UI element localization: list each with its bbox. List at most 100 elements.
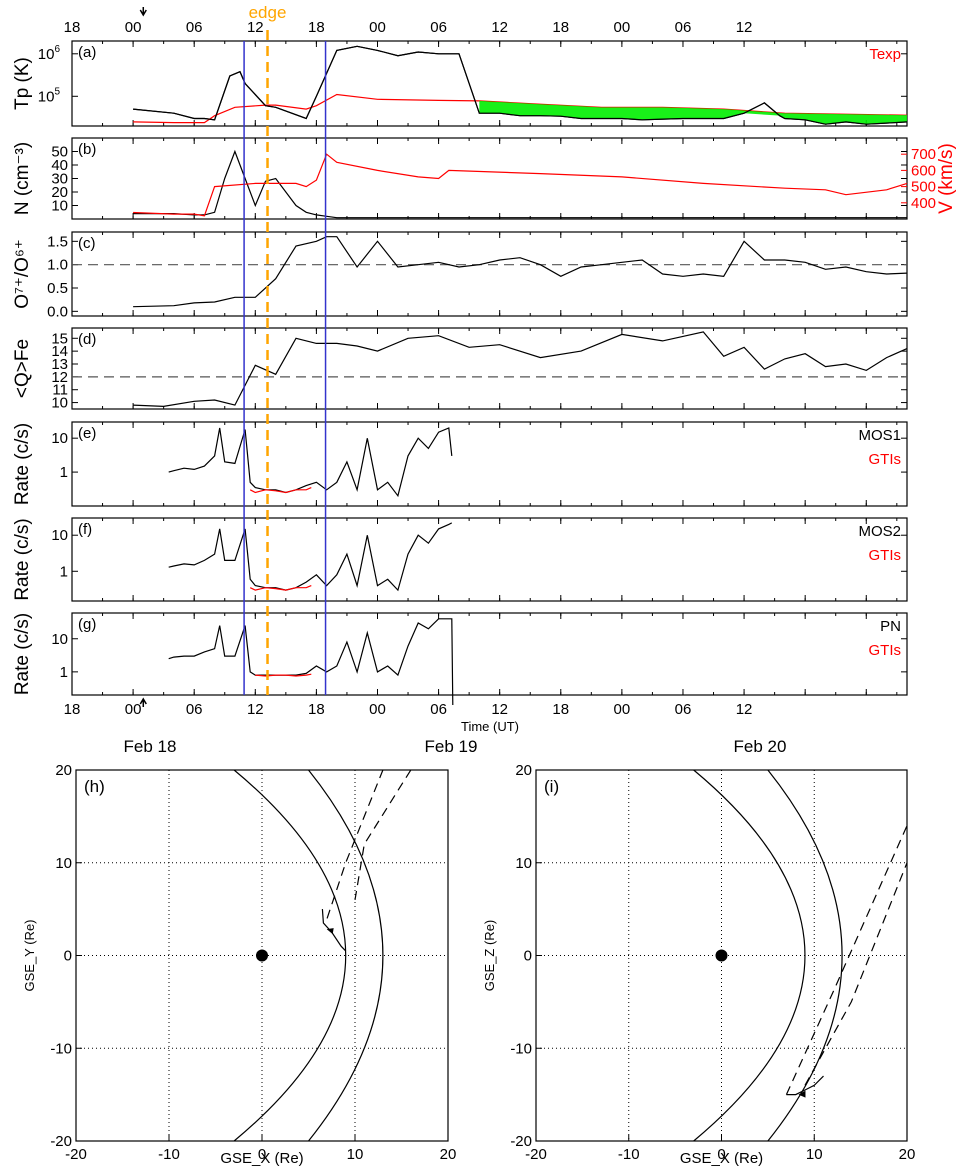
y-tick-label: 1	[60, 464, 68, 481]
series-line-GTIs	[249, 487, 312, 494]
series-line-MOS2	[168, 522, 453, 592]
y-tick-label: 10	[515, 855, 532, 872]
orbit-arrow-icon	[798, 1090, 806, 1098]
bottom-tick-label: 12	[491, 701, 508, 718]
panel-frame	[71, 40, 908, 127]
y-tick-label: 0.0	[47, 303, 68, 320]
x-tick-label: -10	[618, 1146, 640, 1163]
bottom-tick-label: 06	[675, 701, 692, 718]
panel-e: 10 1 (e) Rate (c/s) MOS1 GTIs	[12, 421, 908, 507]
x-tick-label: 20	[899, 1146, 916, 1163]
y-right-tick-label: 700	[911, 146, 936, 163]
legend-entry: MOS2	[858, 523, 901, 540]
y-tick-label: 106	[38, 44, 61, 63]
earth-dot	[256, 949, 268, 962]
y-tick-label: 1	[60, 563, 68, 580]
panel-h: -20 -10 0 10 20 -20 -10 0 10 20 (h) GSE_X (Re) GSE_Y…	[22, 762, 456, 1167]
panel-frame	[71, 137, 908, 220]
x-tick-label: 0	[717, 1146, 725, 1163]
y-tick-label: -10	[510, 1040, 532, 1057]
orbit-dashed-line	[785, 825, 908, 1095]
panel-label: (f)	[78, 521, 92, 538]
y-axis-label: Rate (c/s)	[12, 518, 33, 600]
x-tick-label: -20	[65, 1146, 87, 1163]
y-tick-label: 1.0	[47, 257, 68, 274]
y-right-tick-label: 500	[911, 179, 936, 196]
y-tick-label: 20	[51, 184, 68, 201]
orbit-dashed-line	[354, 769, 412, 900]
series-line-GTIs	[249, 585, 312, 591]
panel-label: (g)	[78, 616, 96, 633]
series-line-0	[133, 236, 908, 308]
top-tick-label: 18	[308, 19, 325, 36]
top-tick-label: 12	[247, 19, 264, 36]
top-tick-label: 00	[125, 19, 142, 36]
x-axis-label: GSE_X (Re)	[680, 1150, 763, 1167]
earth-dot	[715, 949, 728, 962]
y-tick-label: 14	[51, 343, 68, 360]
series-line-0	[133, 331, 908, 408]
legend-entry: PN	[880, 618, 901, 635]
bottom-tick-label: 00	[125, 701, 142, 718]
y-right-axis-label: V (km/s)	[936, 143, 957, 214]
panel-label: (a)	[78, 44, 96, 61]
x-tick-label: 20	[440, 1146, 457, 1163]
bottom-tick-label: 12	[736, 701, 753, 718]
top-tick-label: 18	[552, 19, 569, 36]
legend-entry: GTIs	[869, 547, 902, 564]
y-tick-label: 50	[51, 144, 68, 161]
y-axis-label: Tp (K)	[12, 57, 33, 110]
legend-entry: GTIs	[869, 642, 902, 659]
top-tick-label: 00	[614, 19, 631, 36]
y-tick-label: 1.5	[47, 233, 68, 250]
x-tick-label: 10	[806, 1146, 823, 1163]
y-tick-label: 0.5	[47, 280, 68, 297]
series-line-GTIs	[255, 673, 312, 677]
y-axis-label: N (cm⁻³)	[12, 142, 33, 215]
panel-frame	[71, 612, 908, 696]
y-tick-label: 20	[515, 762, 532, 779]
series-line-PN	[168, 618, 454, 706]
panel-frame	[71, 517, 908, 602]
panel-f: 10 1 (f) Rate (c/s) MOS2 GTIs	[12, 517, 908, 602]
orbit-line	[321, 909, 347, 952]
y-tick-label: 10	[51, 631, 68, 648]
y-axis-label: O⁷⁺/O⁶⁺	[12, 239, 33, 309]
day-label: Feb 19	[425, 737, 478, 756]
bottom-tick-label: 18	[552, 701, 569, 718]
y-axis-label: GSE_Y (Re)	[22, 919, 37, 991]
x-tick-label: -20	[525, 1146, 547, 1163]
panel-label: (i)	[544, 777, 559, 796]
y-right-tick-label: 400	[911, 195, 936, 212]
top-tick-label: 00	[369, 19, 386, 36]
panel-a: 106 105 (a) Tp (K) Texp	[12, 40, 908, 127]
arrow-down-icon	[139, 7, 147, 17]
bottom-tick-label: 00	[614, 701, 631, 718]
top-tick-label: 18	[64, 19, 81, 36]
top-tick-label: 06	[430, 19, 447, 36]
y-tick-label: 10	[51, 395, 68, 412]
panel-g: 10 1 (g) Rate (c/s) PN GTIs	[12, 612, 908, 706]
orbit-line	[786, 1075, 824, 1096]
y-axis-label: GSE_Z (Re)	[482, 920, 497, 992]
arrow-up-icon	[139, 697, 147, 707]
y-tick-label: 30	[51, 171, 68, 188]
legend-entry: Texp	[869, 46, 901, 63]
series-line-MOS1	[168, 427, 453, 498]
y-tick-label: 11	[52, 382, 68, 399]
y-tick-label: 10	[51, 527, 68, 544]
panel-frame	[71, 231, 908, 317]
x-tick-label: -10	[158, 1146, 180, 1163]
y-tick-label: 10	[55, 855, 72, 872]
y-tick-label: 10	[51, 430, 68, 447]
y-tick-exponent: 5	[54, 86, 60, 97]
panel-label: (d)	[78, 331, 96, 348]
y-tick-label: -20	[50, 1133, 72, 1150]
panel-label: (c)	[78, 235, 96, 252]
x-tick-label: 10	[347, 1146, 364, 1163]
bottom-tick-label: 06	[186, 701, 203, 718]
bottom-tick-label: 18	[64, 701, 81, 718]
